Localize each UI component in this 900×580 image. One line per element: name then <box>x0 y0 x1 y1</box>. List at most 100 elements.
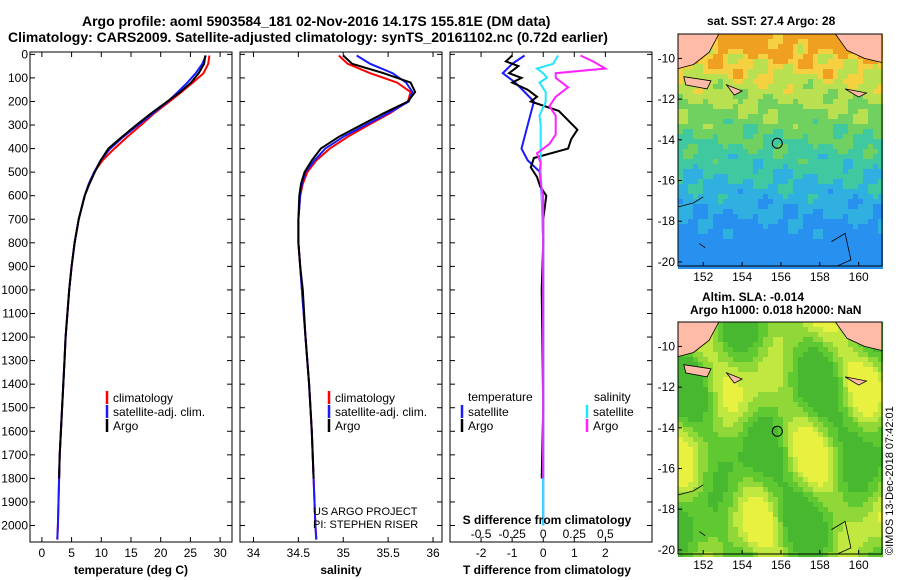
map-cell <box>768 452 773 457</box>
map-cell <box>773 154 778 159</box>
map-cell <box>763 372 768 377</box>
map-cell <box>803 527 808 532</box>
map-cell <box>728 94 733 99</box>
map-cell <box>723 164 728 169</box>
map-cell <box>843 209 848 214</box>
map-cell <box>868 129 873 134</box>
map-cell <box>788 352 793 357</box>
map-cell <box>783 44 788 49</box>
map-cell <box>813 39 818 44</box>
map-cell <box>693 159 698 164</box>
map-cell <box>878 224 883 229</box>
map-cell <box>803 164 808 169</box>
map-cell <box>803 74 808 79</box>
map-cell <box>713 49 718 54</box>
map-cell <box>753 214 758 219</box>
map-cell <box>878 229 883 234</box>
map-cell <box>828 209 833 214</box>
map-cell <box>863 179 868 184</box>
map-cell <box>743 427 748 432</box>
map-cell <box>828 462 833 467</box>
map-cell <box>843 109 848 114</box>
map-cell <box>723 89 728 94</box>
map-cell <box>788 472 793 477</box>
map-cell <box>713 89 718 94</box>
map-cell <box>788 532 793 537</box>
map-cell <box>743 542 748 547</box>
map-cell <box>728 164 733 169</box>
map-cell <box>868 382 873 387</box>
map-y-tick-label: -14 <box>658 133 676 147</box>
map-cell <box>798 94 803 99</box>
map-cell <box>763 387 768 392</box>
map-cell <box>788 517 793 522</box>
map-cell <box>868 472 873 477</box>
map-cell <box>838 89 843 94</box>
map-cell <box>713 109 718 114</box>
map-cell <box>728 512 733 517</box>
map-cell <box>698 129 703 134</box>
map-cell <box>853 367 858 372</box>
map-cell <box>708 387 713 392</box>
map-cell <box>768 352 773 357</box>
map-cell <box>818 224 823 229</box>
map-cell <box>738 422 743 427</box>
map-cell <box>703 64 708 69</box>
map-cell <box>863 517 868 522</box>
map-cell <box>818 372 823 377</box>
map-cell <box>818 502 823 507</box>
map-cell <box>768 79 773 84</box>
map-cell <box>833 422 838 427</box>
map-cell <box>823 204 828 209</box>
map-cell <box>853 442 858 447</box>
map-cell <box>748 357 753 362</box>
map-cell <box>733 184 738 189</box>
map-cell <box>738 259 743 264</box>
map-cell <box>878 209 883 214</box>
map-cell <box>808 322 813 327</box>
map-cell <box>833 119 838 124</box>
map-cell <box>813 407 818 412</box>
map-cell <box>733 527 738 532</box>
map-cell <box>868 422 873 427</box>
map-cell <box>758 352 763 357</box>
map-cell <box>728 467 733 472</box>
map-cell <box>828 522 833 527</box>
map-cell <box>818 199 823 204</box>
map-cell <box>823 512 828 517</box>
salinity-legend: climatology satellite-adj. clim. Argo US… <box>313 391 427 531</box>
map-cell <box>743 184 748 189</box>
map-cell <box>763 249 768 254</box>
map-cell <box>718 487 723 492</box>
map-cell <box>773 357 778 362</box>
map-cell <box>823 467 828 472</box>
map-cell <box>718 84 723 89</box>
map-cell <box>853 412 858 417</box>
map-cell <box>808 254 813 259</box>
map-cell <box>838 467 843 472</box>
map-cell <box>723 59 728 64</box>
map-cell <box>808 129 813 134</box>
map-cell <box>738 322 743 327</box>
map-cell <box>853 159 858 164</box>
map-cell <box>833 327 838 332</box>
map-cell <box>738 49 743 54</box>
map-cell <box>808 204 813 209</box>
map-y-tick-label: -18 <box>658 502 676 516</box>
map-cell <box>838 254 843 259</box>
map-cell <box>868 219 873 224</box>
map-cell <box>758 124 763 129</box>
map-cell <box>813 412 818 417</box>
map-cell <box>688 542 693 547</box>
map-cell <box>688 352 693 357</box>
map-cell <box>753 184 758 189</box>
map-cell <box>763 214 768 219</box>
map-cell <box>728 462 733 467</box>
map-cell <box>693 507 698 512</box>
map-cell <box>873 547 878 552</box>
map-cell <box>763 332 768 337</box>
map-cell <box>763 174 768 179</box>
map-cell <box>783 249 788 254</box>
map-cell <box>838 109 843 114</box>
map-cell <box>743 94 748 99</box>
